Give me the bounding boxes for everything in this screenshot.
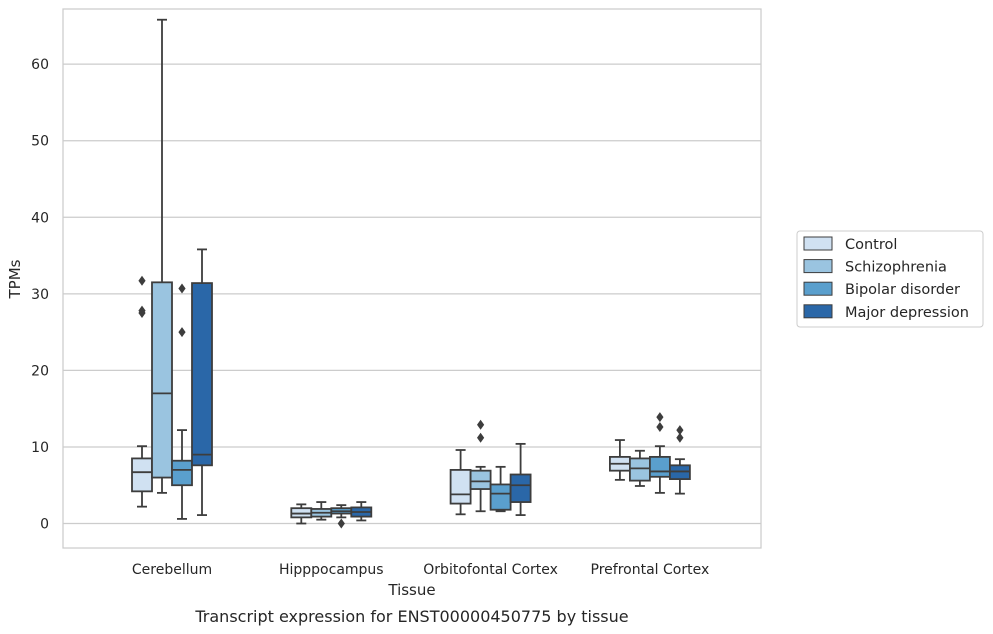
outlier-point [477, 432, 485, 443]
box-control [449, 449, 472, 516]
outlier-point [477, 419, 485, 430]
box-control [290, 503, 313, 525]
x-axis-title: Tissue [387, 581, 435, 599]
outlier-point [178, 283, 186, 294]
box-bipolar-disorder [330, 504, 353, 529]
box-bipolar-disorder [649, 412, 671, 494]
plot-frame [62, 8, 762, 549]
box-schizophrenia [629, 449, 651, 487]
box-major-depression [669, 425, 691, 495]
grid [63, 63, 761, 525]
chart-caption: Transcript expression for ENST0000045077… [194, 607, 628, 626]
legend-frame [796, 230, 984, 328]
outlier-point [337, 518, 345, 529]
x-tick-label: Hipppocampus [279, 562, 384, 578]
box-bipolar-disorder [171, 283, 193, 520]
y-tick-label: 0 [40, 517, 49, 533]
y-tick-label: 50 [31, 134, 49, 150]
box-iqr [449, 469, 472, 505]
outlier-point [138, 275, 146, 286]
box-iqr [629, 457, 651, 482]
x-axis-ticks: Cerebellum Hipppocampus Orbitofontal Corte… [132, 562, 709, 578]
box-control [131, 275, 153, 508]
y-tick-label: 40 [31, 210, 49, 226]
box-iqr [191, 282, 213, 467]
y-tick-label: 60 [31, 57, 49, 73]
outlier-point [656, 412, 664, 423]
box-iqr [469, 469, 492, 490]
outlier-point [178, 327, 186, 338]
box-bipolar-disorder [489, 465, 512, 513]
y-tick-label: 10 [31, 440, 49, 456]
x-tick-label: Prefrontal Cortex [591, 562, 710, 578]
box-major-depression [191, 248, 213, 516]
legend-swatch [803, 259, 833, 274]
legend: Control Schizophrenia Bipolar disorder Majo… [796, 230, 984, 328]
box-iqr [151, 281, 173, 479]
box-schizophrenia [151, 18, 173, 494]
y-axis-ticks: 0 10 20 30 40 50 60 [31, 57, 49, 532]
box-schizophrenia [469, 419, 492, 513]
y-axis-title: TPMs [6, 259, 24, 299]
outlier-point [656, 422, 664, 433]
box-major-depression [350, 501, 373, 522]
plot-boxes [131, 18, 691, 529]
box-iqr [489, 483, 512, 511]
legend-label: Control [845, 237, 897, 253]
x-tick-label: Cerebellum [132, 562, 212, 578]
box-iqr [509, 473, 532, 503]
box-major-depression [509, 442, 532, 516]
legend-swatch [803, 236, 833, 251]
x-tick-label: Orbitofontal Cortex [423, 562, 558, 578]
box-iqr [649, 455, 671, 478]
outlier-point [676, 425, 684, 436]
box-control [609, 439, 631, 481]
legend-label: Bipolar disorder [845, 282, 960, 298]
legend-swatch [803, 304, 833, 319]
box-iqr [131, 457, 153, 493]
y-tick-label: 20 [31, 363, 49, 379]
box-schizophrenia [310, 501, 333, 521]
y-tick-label: 30 [31, 287, 49, 303]
legend-swatch [803, 281, 833, 296]
legend-label: Major depression [845, 305, 969, 321]
outlier-point [676, 432, 684, 443]
box-iqr [171, 459, 193, 487]
legend-items: Control Schizophrenia Bipolar disorder Majo… [803, 236, 969, 321]
outlier-point [138, 305, 146, 316]
legend-label: Schizophrenia [845, 260, 947, 276]
